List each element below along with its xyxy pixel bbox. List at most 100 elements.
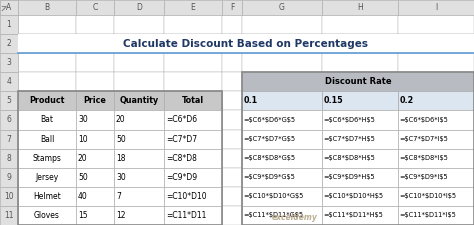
Text: =$C10*$D10*H$5: =$C10*$D10*H$5 (323, 193, 383, 199)
Text: =$C9*$D9*H$5: =$C9*$D9*H$5 (323, 174, 374, 180)
Bar (164, 91, 222, 110)
Bar (76, 72, 114, 91)
Bar (76, 187, 114, 206)
Bar (398, 91, 474, 110)
Bar (164, 53, 222, 72)
Bar (0, 72, 18, 91)
Bar (0, 149, 18, 168)
Bar (242, 110, 322, 130)
Bar (164, 72, 222, 91)
Bar (322, 110, 398, 130)
Text: =$C8*$D8*H$5: =$C8*$D8*H$5 (323, 155, 375, 161)
Text: =C6*D6: =C6*D6 (166, 115, 197, 124)
Text: E: E (191, 3, 195, 12)
Bar (114, 187, 164, 206)
Bar (322, 110, 398, 130)
Bar (322, 187, 398, 206)
Text: Ball: Ball (40, 135, 54, 144)
Bar (18, 206, 76, 225)
Text: Bat: Bat (40, 115, 54, 124)
Bar (18, 149, 76, 168)
Bar (114, 149, 164, 168)
Bar (242, 72, 474, 91)
Bar (222, 34, 242, 53)
Bar (322, 91, 398, 110)
Bar (76, 130, 114, 149)
Text: =$C9*$D9*I$5: =$C9*$D9*I$5 (399, 174, 447, 180)
Bar (76, 130, 114, 149)
Bar (114, 72, 164, 91)
Bar (222, 168, 242, 187)
Text: D: D (136, 3, 142, 12)
Text: Helmet: Helmet (33, 192, 61, 201)
Bar (164, 0, 222, 15)
Text: Jersey: Jersey (36, 173, 59, 182)
Bar (114, 206, 164, 225)
Text: =C7*D7: =C7*D7 (166, 135, 197, 144)
Bar (242, 206, 322, 225)
Bar (0, 187, 18, 206)
Bar (322, 168, 398, 187)
Bar (398, 168, 474, 187)
Bar (398, 149, 474, 168)
Bar (76, 149, 114, 168)
Text: =$C7*$D7*I$5: =$C7*$D7*I$5 (399, 136, 448, 142)
Text: 7: 7 (7, 135, 11, 144)
Bar (398, 15, 474, 34)
Text: Total: Total (182, 96, 204, 105)
Bar (242, 206, 322, 225)
Bar (0, 110, 18, 130)
Text: =$C10*$D10*I$5: =$C10*$D10*I$5 (399, 193, 456, 199)
Bar (322, 15, 398, 34)
Bar (398, 34, 474, 53)
Bar (76, 168, 114, 187)
Bar (114, 130, 164, 149)
Bar (322, 53, 398, 72)
Bar (0, 130, 18, 149)
Text: 8: 8 (7, 154, 11, 163)
Bar (76, 91, 114, 110)
Bar (222, 110, 242, 130)
Bar (164, 130, 222, 149)
Bar (18, 15, 76, 34)
Bar (0, 15, 18, 34)
Bar (398, 168, 474, 187)
Bar (76, 91, 114, 110)
Bar (0, 0, 18, 15)
Bar (222, 130, 242, 149)
Bar (398, 206, 474, 225)
Text: Product: Product (29, 96, 64, 105)
Bar (398, 0, 474, 15)
Bar (164, 168, 222, 187)
Text: 6: 6 (7, 115, 11, 124)
Text: 2: 2 (7, 39, 11, 48)
Bar (114, 0, 164, 15)
Text: A: A (6, 3, 12, 12)
Bar (398, 187, 474, 206)
Bar (222, 15, 242, 34)
Bar (242, 72, 322, 91)
Bar (76, 187, 114, 206)
Bar (164, 130, 222, 149)
Text: G: G (279, 3, 285, 12)
Text: 9: 9 (7, 173, 11, 182)
Text: 50: 50 (116, 135, 126, 144)
Bar (398, 110, 474, 130)
Bar (398, 110, 474, 130)
Bar (0, 0, 18, 15)
Text: =$C7*$D7*H$5: =$C7*$D7*H$5 (323, 136, 375, 142)
Bar (18, 34, 474, 53)
Text: Price: Price (83, 96, 107, 105)
Bar (114, 187, 164, 206)
Bar (76, 53, 114, 72)
Bar (242, 34, 322, 53)
Text: 12: 12 (116, 211, 126, 220)
Bar (322, 34, 398, 53)
Bar (398, 72, 474, 91)
Bar (242, 149, 322, 168)
Bar (18, 91, 76, 110)
Bar (114, 15, 164, 34)
Text: =$C8*$D8*I$5: =$C8*$D8*I$5 (399, 155, 448, 161)
Bar (114, 91, 164, 110)
Bar (398, 187, 474, 206)
